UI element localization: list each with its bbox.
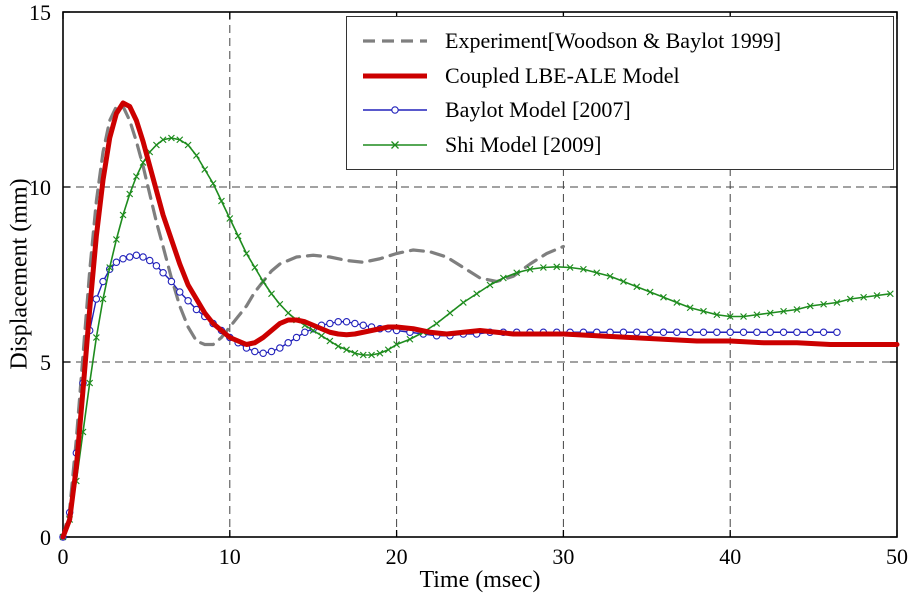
x-tick-label: 10	[219, 544, 241, 569]
x-tick-label: 0	[58, 544, 69, 569]
legend-label-baylot: Baylot Model [2007]	[445, 97, 631, 123]
y-axis-label: Displacement (mm)	[6, 178, 33, 370]
x-axis-label: Time (msec)	[419, 567, 541, 593]
legend-label-shi: Shi Model [2009]	[445, 131, 602, 157]
x-tick-label: 30	[552, 544, 574, 569]
legend-label-experiment: Experiment[Woodson & Baylot 1999]	[445, 28, 782, 54]
shi-line-sample	[359, 132, 431, 158]
experiment-line-sample	[359, 28, 431, 54]
series-line-0	[61, 104, 566, 539]
series-line-1	[60, 100, 900, 540]
x-tick-label: 40	[719, 544, 741, 569]
series-line-2	[62, 254, 838, 538]
x-tick-label: 20	[386, 544, 408, 569]
y-tick-label: 5	[40, 350, 51, 375]
legend-item-baylot: Baylot Model [2007]	[359, 93, 881, 127]
legend-item-experiment: Experiment[Woodson & Baylot 1999]	[359, 24, 881, 58]
coupled-lbe-ale-line-sample	[359, 63, 431, 89]
legend-label-coupled-lbe-ale: Coupled LBE-ALE Model	[445, 62, 680, 88]
x-tick-label: 50	[886, 544, 908, 569]
y-tick-label: 15	[29, 0, 51, 25]
baylot-line-sample	[359, 97, 431, 123]
legend-item-shi: Shi Model [2009]	[359, 128, 881, 162]
legend: Experiment[Woodson & Baylot 1999] Couple…	[346, 16, 894, 170]
y-tick-label: 0	[40, 525, 51, 550]
y-tick-label: 10	[29, 175, 51, 200]
legend-item-coupled-lbe-ale: Coupled LBE-ALE Model	[359, 59, 881, 93]
